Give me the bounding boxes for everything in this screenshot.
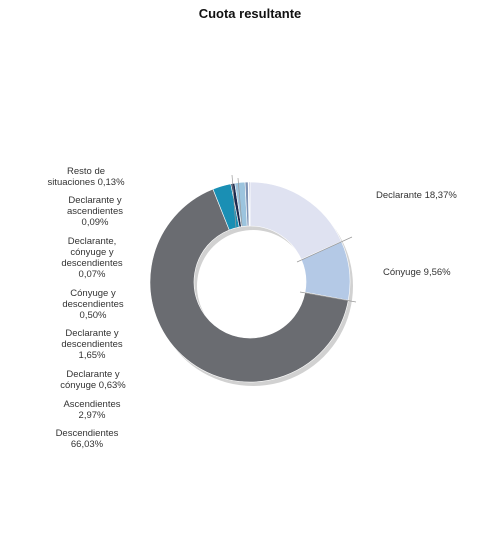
slice-label-6: Cónyuge y descendientes 0,50%: [62, 288, 124, 321]
leader-line-2: [231, 174, 237, 229]
slice-label-8: Declarante y ascendientes 0,09%: [67, 195, 123, 228]
slice-label-0: Declarante 18,37%: [376, 190, 457, 201]
slice-label-7: Declarante, cónyuge y descendientes 0,07%: [61, 236, 123, 280]
slice-label-5: Declarante y descendientes 1,65%: [61, 328, 123, 361]
leader-line-0: [296, 236, 353, 263]
slice-labels: Declarante 18,37% Cónyuge 9,56% Descendien…: [47, 166, 457, 450]
leader-line-1: [299, 291, 357, 303]
slice-label-1: Cónyuge 9,56%: [383, 267, 451, 278]
slice-label-3: Ascendientes 2,97%: [63, 399, 120, 421]
slice-label-4: Declarante y cónyuge 0,63%: [60, 369, 126, 391]
leader-lines: [231, 174, 357, 303]
slice-label-9: Resto de situaciones 0,13%: [47, 166, 125, 188]
donut-slices: [149, 181, 353, 387]
donut-slice-2: [149, 188, 349, 383]
donut-slice-9: [248, 181, 251, 227]
chart-title: Cuota resultante: [198, 6, 302, 21]
slice-label-2: Descendientes 66,03%: [56, 428, 119, 450]
leader-line-3: [237, 177, 243, 227]
